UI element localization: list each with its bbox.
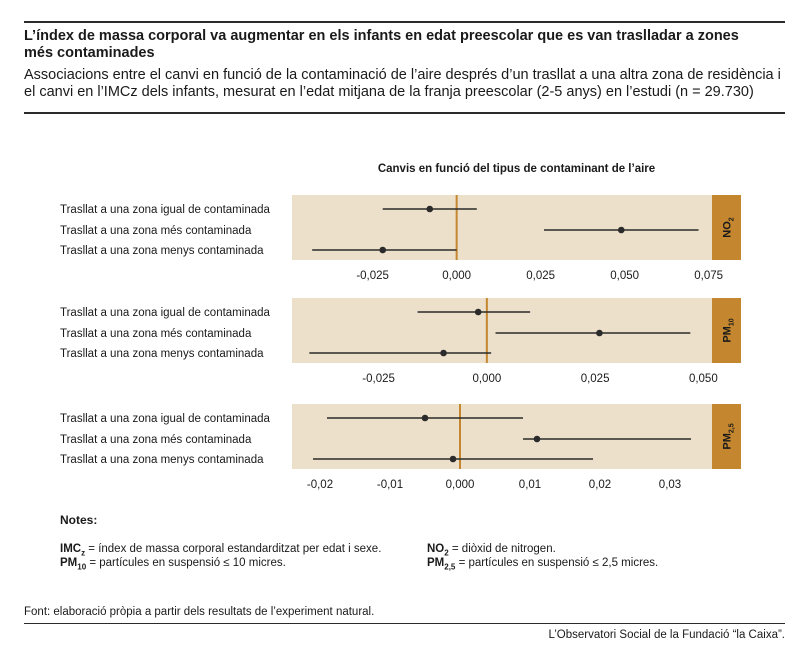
pollutant-label-pm25: PM2,5 bbox=[722, 423, 736, 449]
x-tick-label-pm25-4: 0,02 bbox=[589, 479, 611, 491]
credit: L’Observatori Social de la Fundació “la … bbox=[548, 629, 785, 641]
x-tick-label-pm10-2: 0,025 bbox=[581, 373, 610, 385]
bottom-rule bbox=[24, 623, 785, 624]
chart-subtitle: Associacions entre el canvi en funció de… bbox=[24, 67, 781, 100]
x-tick-label-no2-1: 0,000 bbox=[442, 270, 471, 282]
pollutant-label-no2: NO2 bbox=[722, 217, 736, 238]
x-tick-label-pm10-1: 0,000 bbox=[472, 373, 501, 385]
row-label-no2-1: Trasllat a una zona més contaminada bbox=[60, 225, 252, 237]
note-no2: NO2 = diòxid de nitrogen. bbox=[427, 542, 556, 560]
note-pm10: PM10 = partícules en suspensió ≤ 10 micr… bbox=[60, 556, 286, 574]
note-no2-term: NO bbox=[427, 543, 445, 555]
x-tick-label-no2-3: 0,050 bbox=[610, 270, 639, 282]
panel-title: Canvis en funció del tipus de contaminan… bbox=[377, 163, 656, 175]
note-imc-term: IMC bbox=[60, 543, 82, 555]
row-label-pm25-0: Trasllat a una zona igual de contaminada bbox=[60, 413, 271, 425]
x-tick-label-pm25-1: -0,01 bbox=[377, 479, 403, 491]
x-tick-label-no2-2: 0,025 bbox=[526, 270, 555, 282]
estimate-point-pm25-2 bbox=[449, 455, 457, 463]
x-tick-label-pm25-0: -0,02 bbox=[307, 479, 333, 491]
row-label-pm10-1: Trasllat a una zona més contaminada bbox=[60, 328, 252, 340]
row-label-no2-2: Trasllat a una zona menys contaminada bbox=[60, 245, 264, 257]
note-pm10-term: PM bbox=[60, 557, 78, 569]
x-tick-label-pm25-5: 0,03 bbox=[659, 479, 681, 491]
note-imc: IMCz = índex de massa corporal estandard… bbox=[60, 542, 381, 560]
estimate-point-no2-2 bbox=[379, 246, 387, 254]
note-pm25-term: PM bbox=[427, 557, 445, 569]
estimate-point-pm25-0 bbox=[421, 414, 429, 422]
note-imc-def: = índex de massa corporal estandarditzat… bbox=[85, 543, 382, 555]
estimate-point-pm10-1 bbox=[596, 329, 603, 337]
pollutant-label-pm10: PM10 bbox=[722, 318, 736, 342]
estimate-point-pm25-1 bbox=[533, 435, 541, 443]
source-note: Font: elaboració pròpia a partir dels re… bbox=[24, 606, 375, 618]
note-no2-sub: 2 bbox=[444, 548, 449, 558]
row-label-pm25-1: Trasllat a una zona més contaminada bbox=[60, 434, 252, 446]
estimate-point-pm10-0 bbox=[474, 308, 482, 316]
pollutant-band-pm25 bbox=[712, 404, 741, 469]
row-label-pm10-0: Trasllat a una zona igual de contaminada bbox=[60, 307, 271, 319]
panel-bg-pm10 bbox=[292, 298, 741, 363]
note-pm10-def: = partícules en suspensió ≤ 10 micres. bbox=[86, 557, 286, 569]
note-pm25: PM2,5 = partícules en suspensió ≤ 2,5 mi… bbox=[427, 556, 658, 574]
x-tick-label-pm10-0: -0,025 bbox=[362, 373, 395, 385]
x-tick-label-pm25-2: 0,000 bbox=[446, 479, 475, 491]
x-tick-label-pm10-3: 0,050 bbox=[689, 373, 718, 385]
note-pm25-sub: 2,5 bbox=[444, 562, 456, 572]
notes-heading: Notes: bbox=[60, 513, 98, 527]
note-imc-sub: z bbox=[81, 548, 86, 558]
note-pm25-def: = partícules en suspensió ≤ 2,5 micres. bbox=[455, 557, 659, 569]
note-no2-def: = diòxid de nitrogen. bbox=[448, 543, 556, 555]
note-pm10-sub: 10 bbox=[77, 562, 87, 572]
estimate-point-no2-1 bbox=[617, 226, 625, 234]
chart-title: L’índex de massa corporal va augmentar e… bbox=[24, 28, 739, 61]
row-label-pm10-2: Trasllat a una zona menys contaminada bbox=[60, 348, 264, 360]
x-tick-label-no2-0: -0,025 bbox=[356, 270, 389, 282]
panel-bg-pm25 bbox=[292, 404, 741, 469]
estimate-point-no2-0 bbox=[426, 205, 434, 213]
estimate-point-pm10-2 bbox=[440, 349, 447, 357]
panel-bg-no2 bbox=[292, 195, 741, 260]
header-rule bbox=[24, 112, 785, 114]
x-tick-label-no2-4: 0,075 bbox=[694, 270, 723, 282]
pollutant-band-pm10 bbox=[712, 298, 741, 363]
row-label-pm25-2: Trasllat a una zona menys contaminada bbox=[60, 454, 264, 466]
pollutant-band-no2 bbox=[712, 195, 741, 260]
row-label-no2-0: Trasllat a una zona igual de contaminada bbox=[60, 204, 271, 216]
x-tick-label-pm25-3: 0,01 bbox=[519, 479, 541, 491]
top-rule bbox=[24, 21, 785, 23]
